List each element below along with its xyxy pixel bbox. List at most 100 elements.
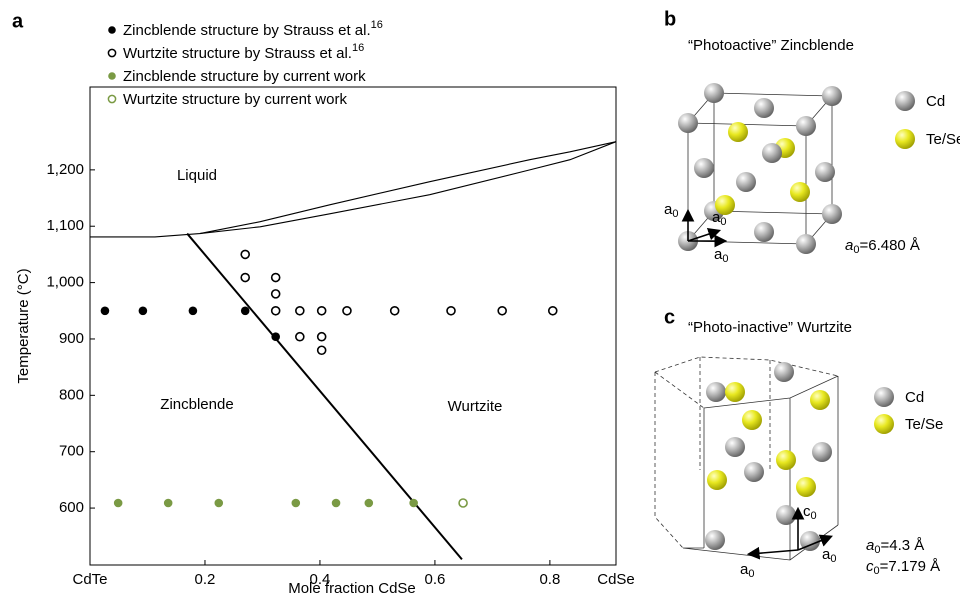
subscript: 0 <box>722 253 728 265</box>
unit-cell-dashed <box>654 356 839 549</box>
cd-atom <box>822 86 842 106</box>
subscript: 0 <box>853 244 859 256</box>
symbol: a <box>822 546 831 563</box>
legend-label: Wurtzite structure by current work <box>123 91 347 108</box>
data-point <box>240 306 250 316</box>
plot-frame <box>89 86 617 566</box>
atoms <box>705 362 832 551</box>
y-tick-label: 800 <box>59 386 84 403</box>
subscript: 0 <box>874 544 880 556</box>
te-se-atom <box>707 470 727 490</box>
panel-label: a <box>12 10 24 32</box>
legend-atom <box>895 129 915 149</box>
panel-b: b “Photoactive” Zincblende a0 a0 a0 a0=6… <box>664 8 960 265</box>
data-point <box>295 331 305 342</box>
cd-atom <box>736 172 756 192</box>
lattice-constant: a0=4.3 Å <box>866 537 924 556</box>
x-tick-label: CdTe <box>72 571 107 588</box>
data-point <box>342 305 352 316</box>
panel-c: c “Photo-inactive” Wurtzite c0 a0 a0 a0=… <box>654 306 943 580</box>
cd-atom <box>774 362 794 382</box>
cd-atom <box>796 234 816 254</box>
reference: 16 <box>371 19 383 31</box>
y-tick-label: 600 <box>59 499 84 516</box>
axis-label: a0 <box>822 546 836 565</box>
legend-atom <box>874 387 894 407</box>
cd-atom <box>705 530 725 550</box>
data-point <box>291 498 301 508</box>
panel-label: c <box>664 306 675 328</box>
data-point <box>497 305 507 316</box>
series-name: Wurtzite structure by Strauss et al. <box>123 45 352 62</box>
cd-atom <box>822 204 842 224</box>
value: =4.3 Å <box>880 537 924 554</box>
y-tick-label: 900 <box>59 330 84 347</box>
data-point <box>316 331 327 342</box>
x-tick-label: CdSe <box>597 571 635 588</box>
legend-label: Te/Se <box>905 416 943 433</box>
legend-marker <box>107 48 117 58</box>
legend-label: Zincblende structure by current work <box>123 68 366 85</box>
axis-arrow <box>797 534 833 551</box>
subscript: 0 <box>672 208 678 220</box>
axis-label: a0 <box>664 201 678 220</box>
symbol: a <box>740 561 749 578</box>
x-tick-label: 0.6 <box>424 571 445 588</box>
data-point <box>100 306 110 316</box>
symbol: a <box>714 246 723 263</box>
te-se-atom <box>725 382 745 402</box>
te-se-atom <box>776 450 796 470</box>
subscript: 0 <box>874 565 880 577</box>
subscript: 0 <box>748 568 754 580</box>
data-point <box>240 272 251 283</box>
cd-atom <box>800 531 820 551</box>
cd-atom <box>776 505 796 525</box>
value: =6.480 Å <box>859 237 919 254</box>
axis-arrow <box>687 227 722 242</box>
data-point <box>316 305 327 316</box>
data-point <box>364 498 374 508</box>
legend-atom <box>895 91 915 111</box>
cd-atom <box>812 442 832 462</box>
series-name: Zincblende structure by current work <box>123 68 366 85</box>
legend-marker <box>107 94 117 104</box>
data-point <box>188 306 198 316</box>
subscript: 0 <box>720 216 726 228</box>
te-se-atom <box>728 122 748 142</box>
atoms <box>678 83 842 254</box>
legend-label: Cd <box>905 389 924 406</box>
legend-atom <box>874 414 894 434</box>
cd-atom <box>694 158 714 178</box>
symbol: c <box>803 503 811 520</box>
legend-marker <box>108 26 116 34</box>
data-point <box>270 289 281 299</box>
region-label: Wurtzite <box>448 398 503 415</box>
subscript: 0 <box>830 553 836 565</box>
data-point <box>113 498 123 508</box>
data-point <box>316 345 327 356</box>
te-se-atom <box>796 477 816 497</box>
y-tick-label: 1,000 <box>46 274 84 291</box>
data-point <box>270 305 281 316</box>
cd-atom <box>796 116 816 136</box>
axis-label: a0 <box>714 246 728 265</box>
cd-atom <box>762 143 782 163</box>
data-point <box>389 305 400 316</box>
data-point <box>409 498 418 508</box>
data-point <box>163 498 173 508</box>
x-tick-label: 0.8 <box>539 571 560 588</box>
data-point <box>138 306 148 316</box>
data-point <box>458 498 468 508</box>
te-se-atom <box>790 182 810 202</box>
data-point <box>214 498 224 508</box>
y-tick-label: 1,200 <box>46 161 84 178</box>
panel-title: “Photo-inactive” Wurtzite <box>688 319 852 336</box>
cd-atom <box>754 98 774 118</box>
data-point <box>331 498 341 508</box>
axis-arrow <box>746 546 799 560</box>
legend-label: Zincblende structure by Strauss et al.16 <box>123 19 383 39</box>
axis-label: c0 <box>803 503 817 522</box>
x-tick-label: 0.4 <box>310 571 331 588</box>
series-name: Zincblende structure by Strauss et al. <box>123 22 371 39</box>
phase-boundary <box>199 141 617 235</box>
